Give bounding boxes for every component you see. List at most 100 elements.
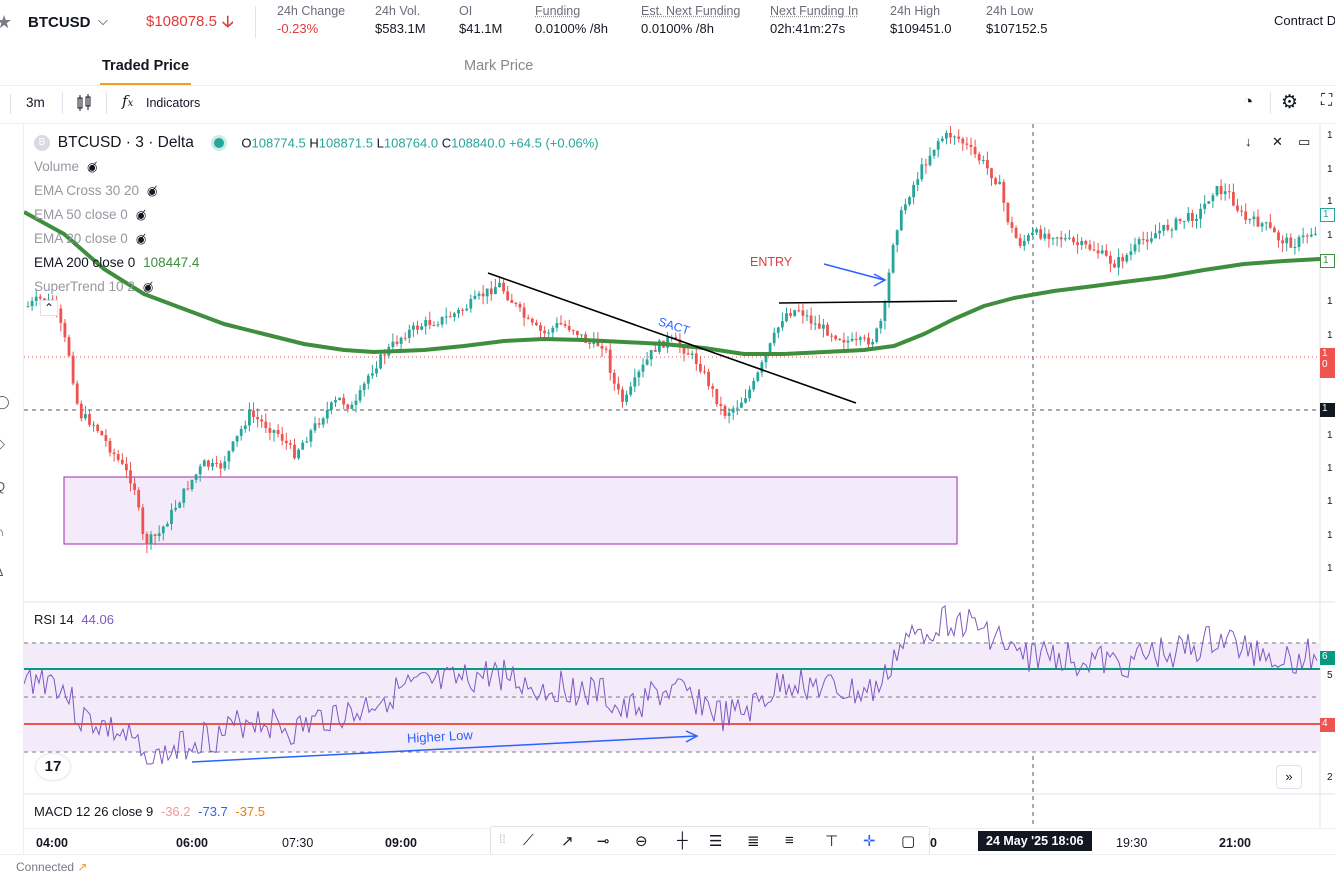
favorite-star-icon[interactable]: ★: [0, 12, 13, 32]
candle-type-icon[interactable]: [75, 93, 93, 113]
lock-icon[interactable]: ∆: [0, 564, 3, 579]
indicator-ema-50[interactable]: EMA 50 close 0 ◉̸: [34, 207, 147, 222]
chevron-down-icon[interactable]: ⌵: [98, 13, 108, 28]
rsi-legend[interactable]: RSI 14 44.06: [34, 612, 114, 627]
candle-body: [813, 323, 817, 325]
candle-body: [63, 322, 67, 338]
eye-hidden-icon[interactable]: ◉̸: [135, 208, 147, 222]
ray-icon[interactable]: ↗: [561, 833, 574, 850]
candle-body: [617, 383, 620, 390]
candle-body: [494, 287, 497, 295]
candle-body: [243, 425, 247, 429]
candle-body: [358, 390, 362, 401]
crosshair-icon[interactable]: │: [0, 134, 3, 149]
close-pane-icon[interactable]: ✕: [1272, 134, 1283, 149]
stat-24h-change: 24h Change -0.23%: [277, 4, 346, 36]
candle-body: [26, 306, 30, 308]
tab-traded-price[interactable]: Traded Price: [99, 58, 192, 85]
y-axis-label: 1: [1327, 563, 1333, 574]
text-tool-icon[interactable]: ⊤: [825, 833, 839, 850]
indicator-ema-20[interactable]: EMA 20 close 0 ◉̸: [34, 231, 147, 246]
candle-body: [760, 362, 764, 373]
vertical-line-icon[interactable]: ┼: [677, 832, 688, 849]
regression-icon[interactable]: ≣: [747, 833, 760, 850]
candle-body: [981, 160, 985, 162]
candle-body: [1096, 250, 1100, 254]
text-icon[interactable]: ◇: [0, 436, 5, 452]
candle-body: [284, 440, 288, 444]
candle-body: [293, 444, 296, 459]
macd-legend[interactable]: MACD 12 26 close 9 -36.2 -73.7 -37.5: [34, 804, 266, 819]
indicator-supertrend[interactable]: SuperTrend 10 2 ◉̸: [34, 279, 154, 294]
replay-icon[interactable]: ◔: [1243, 92, 1254, 111]
indicator-ema-cross[interactable]: EMA Cross 30 20 ◉̸: [34, 183, 158, 198]
candle-body: [1068, 237, 1071, 239]
eye-hidden-icon[interactable]: ◉̸: [142, 280, 154, 294]
symbol-selector[interactable]: BTCUSD: [28, 14, 91, 31]
maximize-pane-icon[interactable]: ▭: [1298, 134, 1311, 149]
move-down-icon[interactable]: ↓: [1245, 134, 1252, 149]
tradingview-logo[interactable]: 17: [36, 754, 70, 780]
candle-body: [1281, 240, 1284, 244]
candle-body: [412, 325, 415, 330]
candle-body: [219, 463, 223, 469]
candle-body: [658, 340, 661, 352]
y-axis-label: 1: [1327, 164, 1333, 175]
candle-body: [530, 318, 534, 323]
candle-body: [297, 449, 300, 459]
fib-icon[interactable]: │: [0, 234, 3, 249]
indicator-ema-200[interactable]: EMA 200 close 0 108447.4: [34, 255, 200, 270]
parallel-channel-icon[interactable]: ☰: [709, 833, 723, 850]
drag-handle-icon[interactable]: ⁞⁞: [499, 832, 506, 846]
candle-body: [79, 403, 83, 419]
eye-hidden-icon[interactable]: ◉̸: [147, 184, 158, 198]
fib-channel-icon[interactable]: ≡: [785, 832, 794, 849]
candle-body: [600, 346, 604, 349]
candle-body: [317, 423, 321, 425]
candle-body: [309, 430, 313, 442]
last-price: $108078.5: [146, 13, 217, 30]
trendline-icon[interactable]: │: [0, 184, 3, 199]
candle-body: [940, 138, 944, 142]
candle-body: [694, 353, 698, 364]
stat-est-next-funding[interactable]: Est. Next Funding 0.0100% /8h: [641, 4, 741, 36]
ema-tag: 1: [1320, 254, 1335, 268]
candle-body: [1104, 250, 1108, 256]
candle-body: [653, 350, 657, 352]
horizontal-ray-icon[interactable]: ⊸: [597, 833, 610, 850]
contract-details-link[interactable]: Contract D: [1274, 13, 1335, 28]
collapse-legend-icon[interactable]: ⌃: [40, 300, 59, 316]
indicators-button[interactable]: Indicators: [146, 96, 201, 110]
rectangle-tool-icon[interactable]: ▢: [901, 833, 916, 850]
fullscreen-icon[interactable]: ⛶: [1321, 92, 1333, 109]
bitcoin-logo-icon: B: [34, 135, 50, 151]
rsi-line: [24, 605, 1318, 765]
indicators-fx-icon[interactable]: fx: [122, 92, 134, 110]
settings-gear-icon[interactable]: ⚙: [1281, 92, 1299, 113]
chart-area[interactable]: [24, 124, 1335, 854]
stat-funding[interactable]: Funding 0.0100% /8h: [535, 4, 609, 36]
scroll-to-realtime-button[interactable]: »: [1276, 765, 1302, 789]
magnet-icon[interactable]: ∩: [0, 524, 4, 539]
trend-line-icon[interactable]: ⟋: [523, 832, 534, 849]
price-chart[interactable]: [24, 124, 1335, 854]
interval-selector[interactable]: 3m: [26, 95, 45, 110]
candle-body: [891, 244, 895, 273]
candle-body: [908, 197, 911, 205]
candle-body: [928, 155, 932, 166]
crosshair-tool-icon[interactable]: ✛: [863, 833, 876, 850]
candle-body: [719, 404, 723, 406]
candle-body: [547, 332, 551, 334]
candle-body: [1219, 186, 1223, 195]
candle-body: [440, 316, 444, 325]
zoom-icon[interactable]: Q: [0, 479, 6, 494]
horizontal-line-icon[interactable]: ⊖: [635, 833, 648, 850]
eye-hidden-icon[interactable]: ◉̸: [135, 232, 147, 246]
indicator-volume[interactable]: Volume ◉̸: [34, 159, 98, 174]
eye-hidden-icon[interactable]: ◉̸: [87, 160, 98, 174]
tab-mark-price[interactable]: Mark Price: [464, 58, 534, 74]
brush-icon[interactable]: ◯: [0, 394, 10, 409]
stat-next-funding-in[interactable]: Next Funding In 02h:41m:27s: [770, 4, 859, 36]
y-axis-label: 5: [1327, 670, 1333, 681]
pattern-icon[interactable]: ┆: [0, 284, 3, 300]
